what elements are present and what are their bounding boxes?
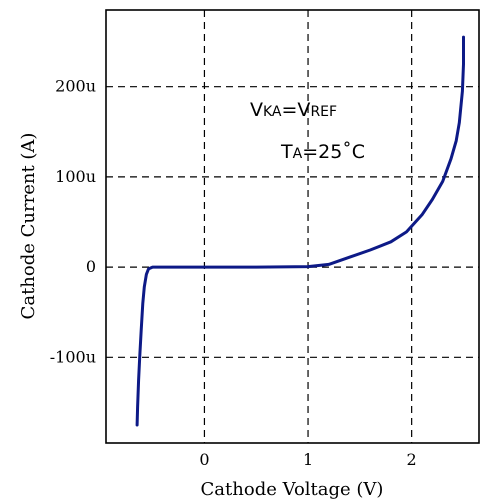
annotation-v-sub2: REF (310, 104, 337, 120)
y-tick-label: 200u (55, 77, 96, 96)
y-tick-label: -100u (50, 347, 96, 366)
x-tick-label: 1 (303, 450, 313, 469)
annotation-v-main: V (250, 99, 263, 121)
x-axis-title: Cathode Voltage (V) (201, 479, 384, 500)
y-tick-label: 100u (55, 167, 96, 186)
x-tick-label: 2 (407, 450, 417, 469)
y-tick-label: 0 (86, 257, 96, 276)
annotation-vka-vref: VKA=VREF (250, 99, 337, 121)
data-series-layer (135, 35, 465, 427)
annotation-v-main2: =V (282, 99, 311, 121)
tick-labels: 0 1 2 -100u 0 100u 200u (50, 77, 417, 469)
annotation-ta: TA=25˚C (280, 141, 365, 163)
annotation-v-sub: KA (263, 104, 282, 120)
series-line-0 (135, 35, 465, 427)
x-tick-label: 0 (199, 450, 209, 469)
annotation-t-sub: A (293, 146, 303, 162)
annotation-t-main2: =25˚C (302, 141, 365, 163)
y-axis-title: Cathode Current (A) (18, 133, 39, 320)
plot-frame (105, 9, 480, 444)
annotation-t-main: T (280, 141, 293, 163)
